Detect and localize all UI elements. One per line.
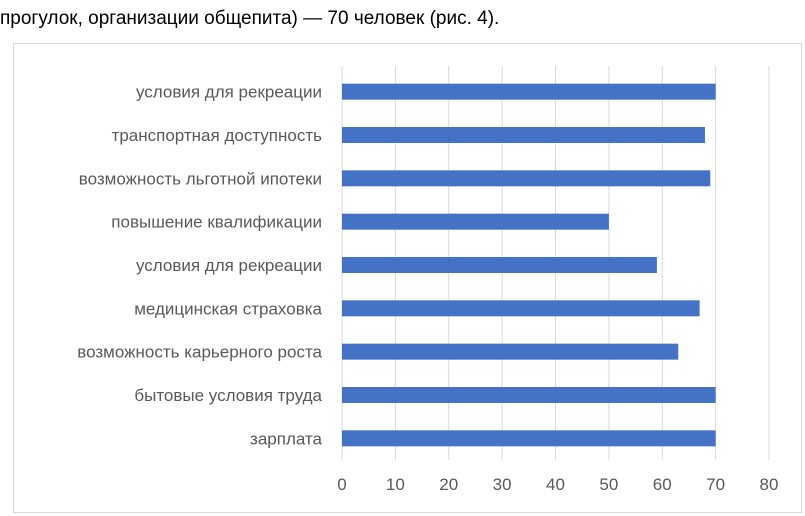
category-label: условия для рекреации (136, 256, 322, 275)
x-tick-label: 60 (653, 475, 672, 494)
bar (342, 300, 700, 317)
bar (342, 343, 679, 360)
category-label: транспортная доступность (112, 126, 323, 145)
x-tick-label: 10 (386, 475, 405, 494)
chart-frame: 0 10 20 30 40 50 60 70 80 условия для рекреации тр… (13, 43, 802, 513)
category-label: повышение квалификации (111, 213, 322, 232)
bar (342, 387, 716, 403)
x-tick-label: 30 (493, 475, 512, 494)
x-tick-label: 80 (760, 475, 779, 494)
bar (342, 213, 609, 230)
x-tick-label: 0 (337, 475, 346, 494)
bar (342, 170, 711, 187)
x-tick-label: 20 (439, 475, 458, 494)
x-tick-label: 70 (706, 475, 725, 494)
bar (342, 83, 716, 100)
category-label: условия для рекреации (136, 83, 322, 102)
x-tick-label: 40 (546, 475, 565, 494)
category-label: зарплата (250, 429, 323, 448)
bar (342, 430, 716, 447)
category-label: медицинская страховка (134, 299, 322, 318)
bar (342, 127, 705, 143)
x-tick-label: 50 (599, 475, 618, 494)
category-label: возможность льготной ипотеки (79, 169, 322, 188)
bar (342, 257, 657, 273)
category-label: возможность карьерного роста (77, 343, 322, 362)
caption-text: прогулок, организации общепита) — 70 чел… (0, 8, 500, 29)
bar-chart: 0 10 20 30 40 50 60 70 80 условия для рекреации тр… (77, 66, 779, 494)
category-label: бытовые условия труда (134, 386, 322, 405)
